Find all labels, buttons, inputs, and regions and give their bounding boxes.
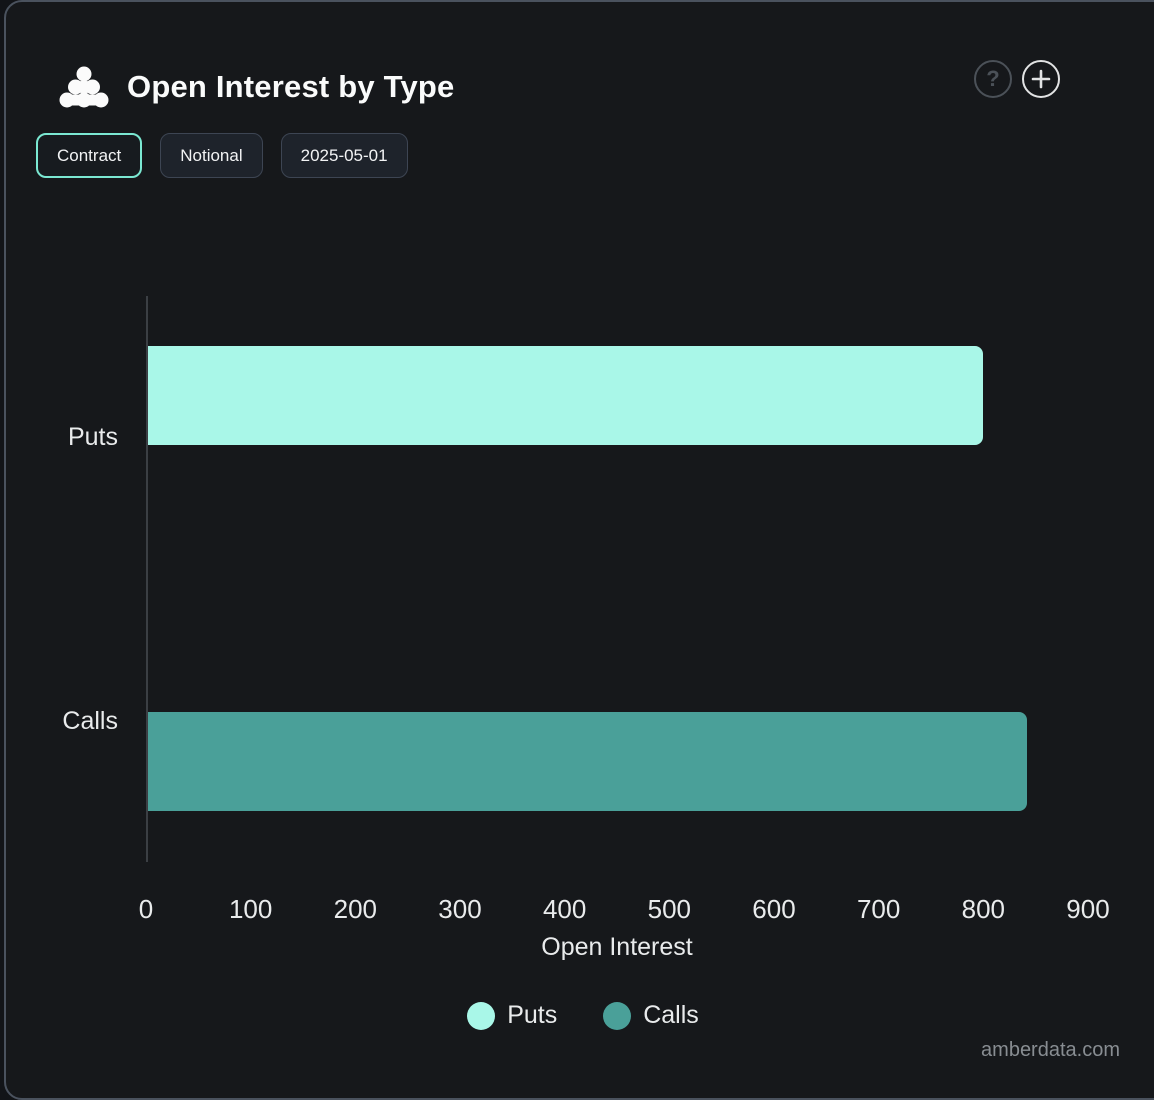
category-label-calls: Calls [62, 707, 118, 735]
x-tick-100: 100 [228, 894, 273, 924]
filter-toolbar: Contract Notional 2025-05-01 [36, 133, 408, 178]
legend-item-puts[interactable]: Puts [467, 1001, 557, 1030]
chart-card: Open Interest by Type ? Contract Notiona… [4, 0, 1154, 1100]
plus-icon [1031, 69, 1051, 89]
date-picker[interactable]: 2025-05-01 [280, 133, 408, 178]
x-tick-800: 800 [961, 894, 1006, 924]
legend-item-calls[interactable]: Calls [603, 1001, 699, 1030]
toggle-contract[interactable]: Contract [36, 133, 143, 178]
legend-swatch-puts [467, 1001, 496, 1030]
bar-puts[interactable] [148, 346, 984, 445]
chart-legend: Puts Calls [6, 1001, 1154, 1030]
x-tick-300: 300 [438, 894, 482, 924]
x-tick-700: 700 [856, 894, 901, 924]
x-tick-200: 200 [333, 894, 378, 924]
y-axis-line [146, 296, 148, 862]
x-tick-0: 0 [138, 894, 154, 924]
chart-header: Open Interest by Type [59, 62, 454, 112]
x-tick-600: 600 [752, 894, 796, 924]
watermark: amberdata.com [981, 1039, 1120, 1061]
bar-calls[interactable] [148, 712, 1028, 811]
help-glyph: ? [986, 66, 1000, 91]
x-tick-400: 400 [542, 894, 587, 924]
legend-label: Puts [507, 1001, 558, 1029]
amberdata-logo-icon [59, 66, 109, 108]
x-tick-500: 500 [647, 894, 692, 924]
page-title: Open Interest by Type [127, 69, 455, 104]
add-button[interactable] [1022, 60, 1060, 98]
bar-chart: Puts Calls 0 100 200 300 400 500 600 700 800 900 O… [6, 2, 1154, 1082]
legend-label: Calls [643, 1001, 699, 1029]
help-icon[interactable]: ? [974, 60, 1012, 98]
category-label-puts: Puts [67, 423, 118, 451]
x-axis-label: Open Interest [541, 933, 693, 961]
x-tick-900: 900 [1066, 894, 1110, 924]
toggle-notional[interactable]: Notional [160, 133, 263, 178]
legend-swatch-calls [603, 1001, 632, 1030]
